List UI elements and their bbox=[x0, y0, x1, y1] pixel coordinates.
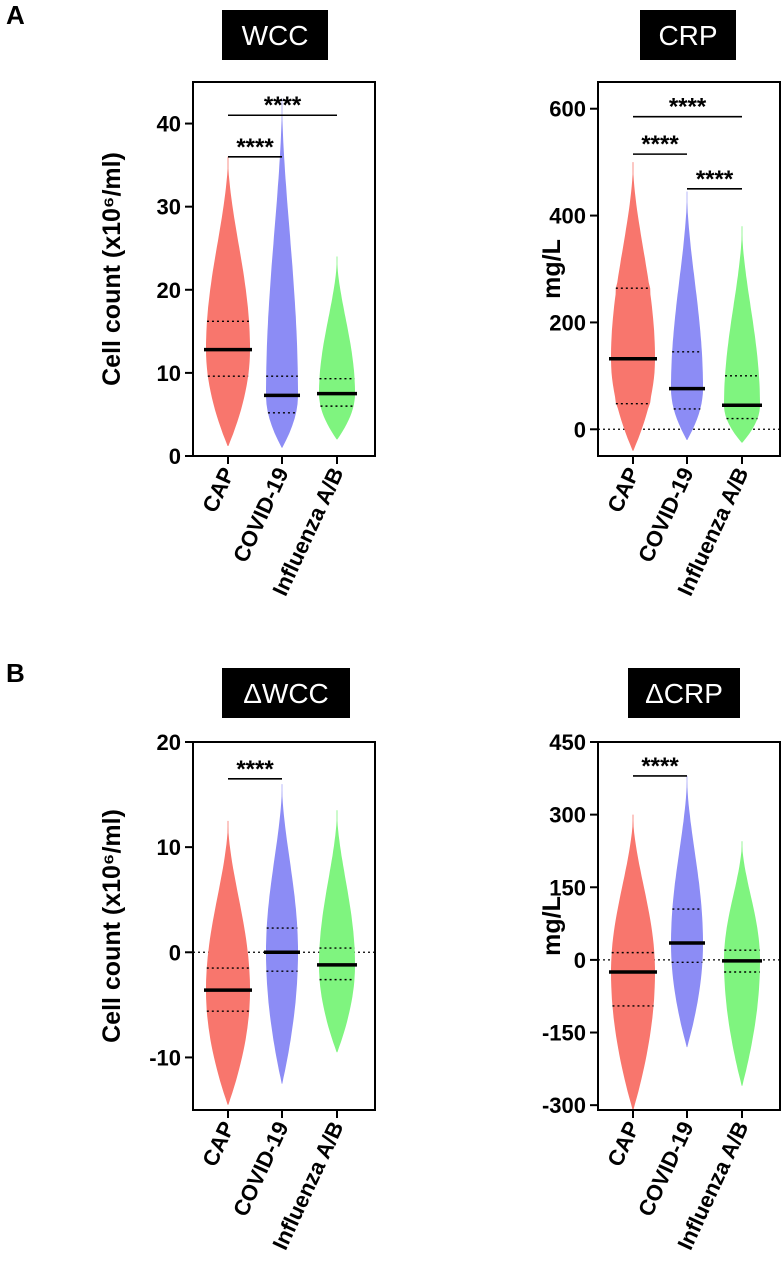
y-tick-label: 40 bbox=[157, 112, 181, 137]
violin-covid-19 bbox=[671, 775, 703, 1048]
y-tick-label: -150 bbox=[542, 1021, 586, 1046]
x-category-label: COVID-19 bbox=[633, 1118, 699, 1221]
x-category-label: CAP bbox=[197, 464, 239, 517]
x-category-label: CAP bbox=[602, 464, 644, 517]
panel-letter-b: B bbox=[6, 658, 25, 688]
chart-title-box bbox=[640, 10, 736, 60]
x-category-label: COVID-19 bbox=[633, 464, 699, 567]
significance-label: **** bbox=[236, 756, 274, 783]
y-tick-label: 150 bbox=[549, 875, 586, 900]
chart-title: WCC bbox=[242, 20, 309, 51]
y-tick-label: 400 bbox=[549, 204, 586, 229]
violin-covid-19 bbox=[266, 98, 298, 448]
y-tick-label: 0 bbox=[574, 948, 586, 973]
x-category-label: COVID-19 bbox=[228, 1118, 294, 1221]
significance-label: **** bbox=[641, 131, 679, 158]
violin-influenza-a-b bbox=[724, 841, 760, 1086]
x-category-label: CAP bbox=[602, 1118, 644, 1171]
violin-cap bbox=[611, 814, 655, 1110]
violin-influenza-a-b bbox=[724, 226, 760, 443]
y-tick-label: 300 bbox=[549, 803, 586, 828]
y-tick-label: 450 bbox=[549, 730, 586, 755]
y-axis-label: Cell count (x10⁶/ml) bbox=[98, 152, 126, 386]
x-category-label: COVID-19 bbox=[228, 464, 294, 567]
violin-covid-19 bbox=[266, 784, 298, 1084]
y-axis-label: mg/L bbox=[538, 239, 566, 299]
y-tick-label: -300 bbox=[542, 1093, 586, 1118]
violin-influenza-a-b bbox=[319, 810, 355, 1053]
chart-title-box bbox=[222, 668, 350, 718]
y-tick-label: -10 bbox=[149, 1045, 181, 1070]
violin-cap bbox=[206, 820, 250, 1105]
chart-title: ΔCRP bbox=[645, 678, 723, 709]
significance-label: **** bbox=[264, 92, 302, 119]
violin-covid-19 bbox=[671, 191, 703, 440]
plot-frame bbox=[192, 741, 376, 1111]
panel-letter-a: A bbox=[6, 0, 25, 30]
violin-influenza-a-b bbox=[319, 256, 355, 440]
chart-title-box bbox=[628, 668, 740, 718]
violin-cap bbox=[611, 162, 655, 451]
y-tick-label: 20 bbox=[157, 278, 181, 303]
plot-frame bbox=[597, 81, 781, 457]
significance-label: **** bbox=[236, 134, 274, 161]
y-tick-label: 600 bbox=[549, 97, 586, 122]
violin-cap bbox=[206, 156, 250, 447]
chart-title: ΔWCC bbox=[243, 678, 329, 709]
y-tick-label: 30 bbox=[157, 195, 181, 220]
significance-label: **** bbox=[641, 753, 679, 780]
chart-delta-crp: ΔCRP-300-1500150300450CAPCOVID-19Influen… bbox=[538, 668, 781, 1254]
y-tick-label: 10 bbox=[157, 361, 181, 386]
y-axis-label: mg/L bbox=[538, 896, 566, 956]
y-tick-label: 0 bbox=[169, 940, 181, 965]
significance-label: **** bbox=[669, 94, 707, 121]
y-tick-label: 20 bbox=[157, 730, 181, 755]
y-tick-label: 10 bbox=[157, 835, 181, 860]
chart-title: CRP bbox=[658, 20, 717, 51]
plot-frame bbox=[597, 741, 781, 1111]
significance-label: **** bbox=[696, 166, 734, 193]
y-axis-label: Cell count (x10⁶/ml) bbox=[98, 809, 126, 1043]
y-tick-label: 0 bbox=[574, 417, 586, 442]
x-category-label: CAP bbox=[197, 1118, 239, 1171]
y-tick-label: 200 bbox=[549, 310, 586, 335]
y-tick-label: 0 bbox=[169, 444, 181, 469]
plot-frame bbox=[192, 81, 376, 457]
chart-title-box bbox=[222, 10, 328, 60]
